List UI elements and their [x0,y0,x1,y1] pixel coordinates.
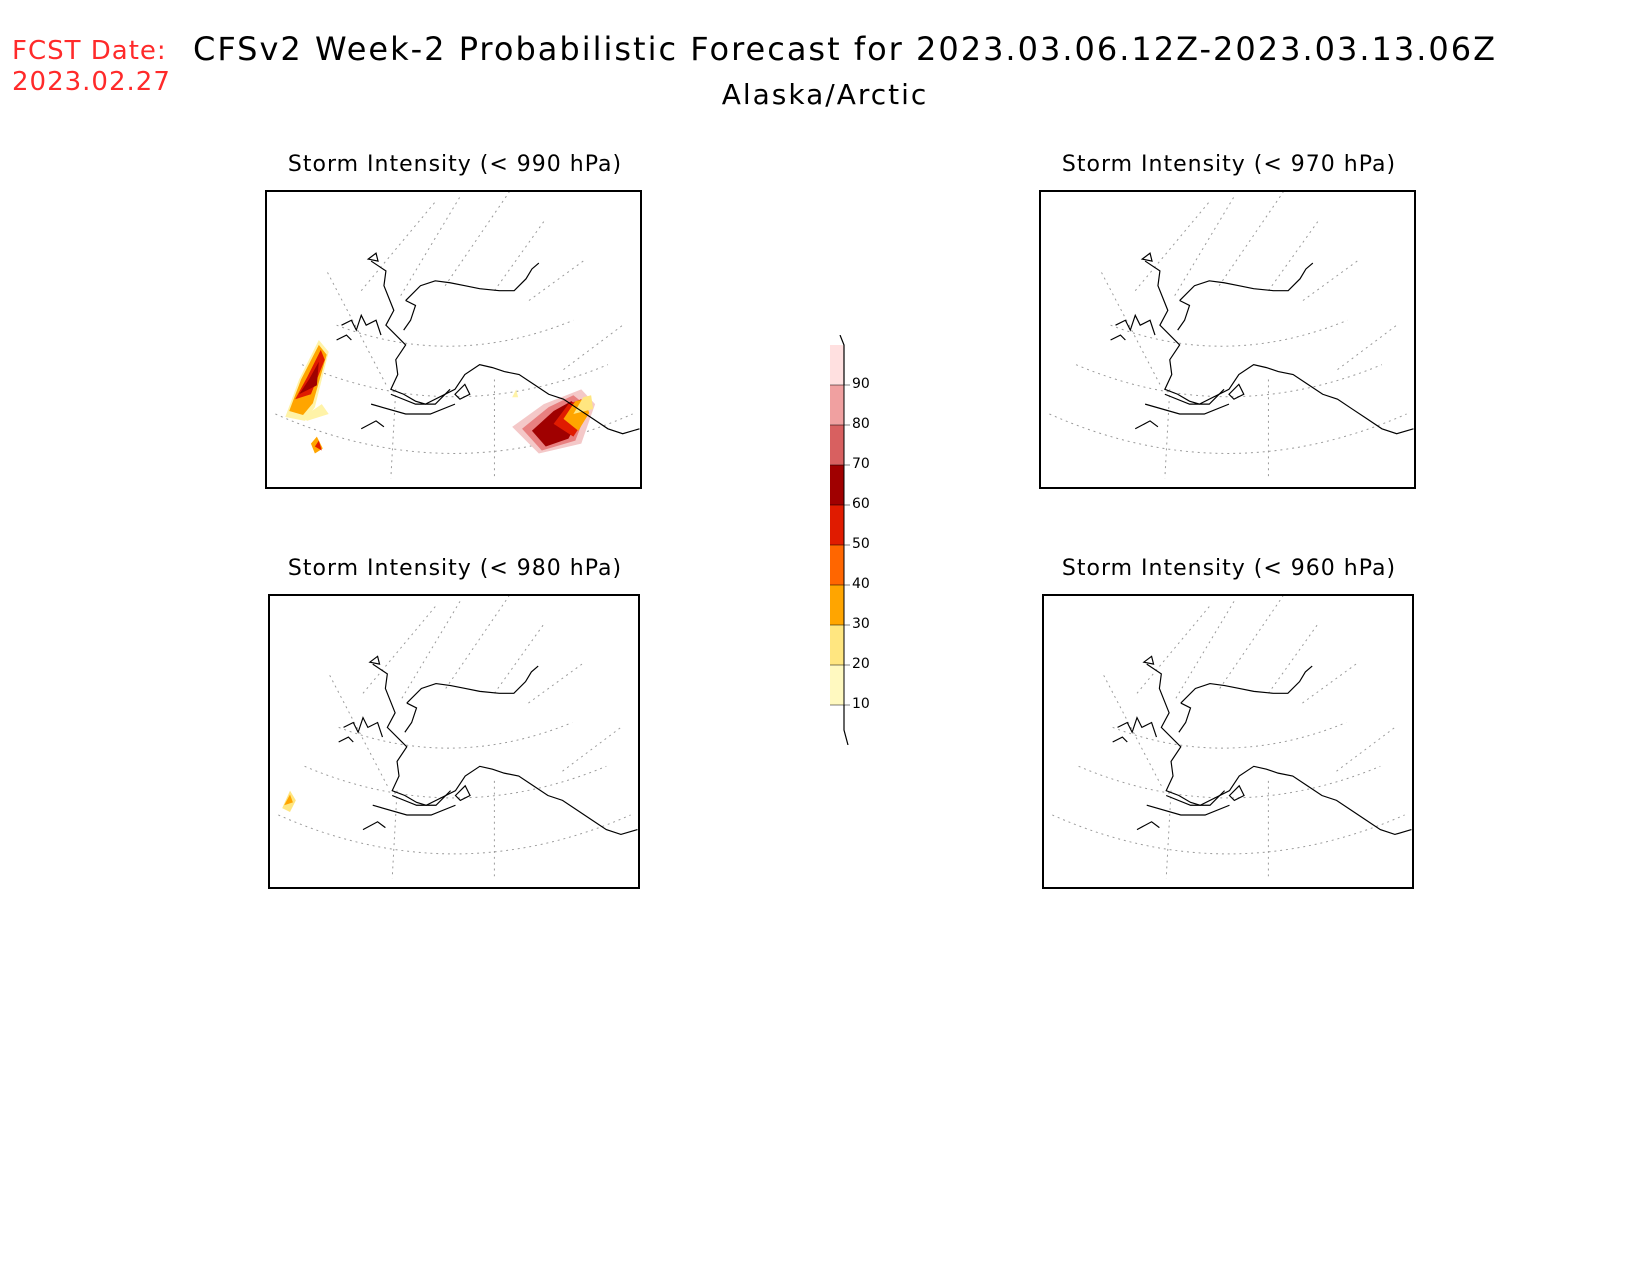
probability-colorbar [830,335,850,745]
colorbar-swatch [830,545,844,585]
colorbar-tick-label: 20 [852,656,870,672]
colorbar-swatch [830,385,844,425]
panel-title-990: Storm Intensity (< 990 hPa) [287,152,623,177]
colorbar-swatch [830,425,844,465]
forecast-date-label: FCST Date: [12,36,167,66]
coastline [1112,655,1412,836]
graticule [1049,192,1407,479]
colorbar-tick-label: 50 [852,536,870,552]
colorbar-tick-label: 70 [852,456,870,472]
coastline [338,655,638,836]
colorbar-swatch [830,625,844,665]
map-panel-960 [1042,594,1414,889]
page-title: CFSv2 Week-2 Probabilistic Forecast for … [192,30,1498,68]
colorbar-tick-label: 40 [852,576,870,592]
colorbar-tick-label: 30 [852,616,870,632]
colorbar-swatch [830,585,844,625]
forecast-date-value: 2023.02.27 [12,67,171,97]
colorbar-tick-label: 10 [852,696,870,712]
shading-980 [282,790,296,813]
colorbar-swatch [830,505,844,545]
colorbar-swatch [830,465,844,505]
panel-title-960: Storm Intensity (< 960 hPa) [1061,556,1397,581]
colorbar-bottom-wedge [843,705,849,745]
colorbar-swatch [830,665,844,705]
coastline [1110,252,1414,435]
map-990 [275,192,640,479]
coastline [336,252,640,435]
colorbar-swatch [830,345,844,385]
colorbar-tick-label: 80 [852,416,870,432]
colorbar-tick-label: 60 [852,496,870,512]
map-980 [278,596,638,879]
graticule [278,596,631,879]
map-panel-990 [265,190,642,489]
forecast-date-block: FCST Date: 2023.02.27 [12,36,171,98]
graticule [1052,596,1405,879]
map-panel-970 [1039,190,1416,489]
colorbar-tick-label: 90 [852,376,870,392]
panel-title-970: Storm Intensity (< 970 hPa) [1061,152,1397,177]
map-970 [1049,192,1414,479]
colorbar-top-wedge [839,335,845,385]
panel-title-980: Storm Intensity (< 980 hPa) [287,556,623,581]
shading-990 [285,339,596,454]
region-subtitle: Alaska/Arctic [721,78,929,111]
map-panel-980 [268,594,640,889]
map-960 [1052,596,1412,879]
